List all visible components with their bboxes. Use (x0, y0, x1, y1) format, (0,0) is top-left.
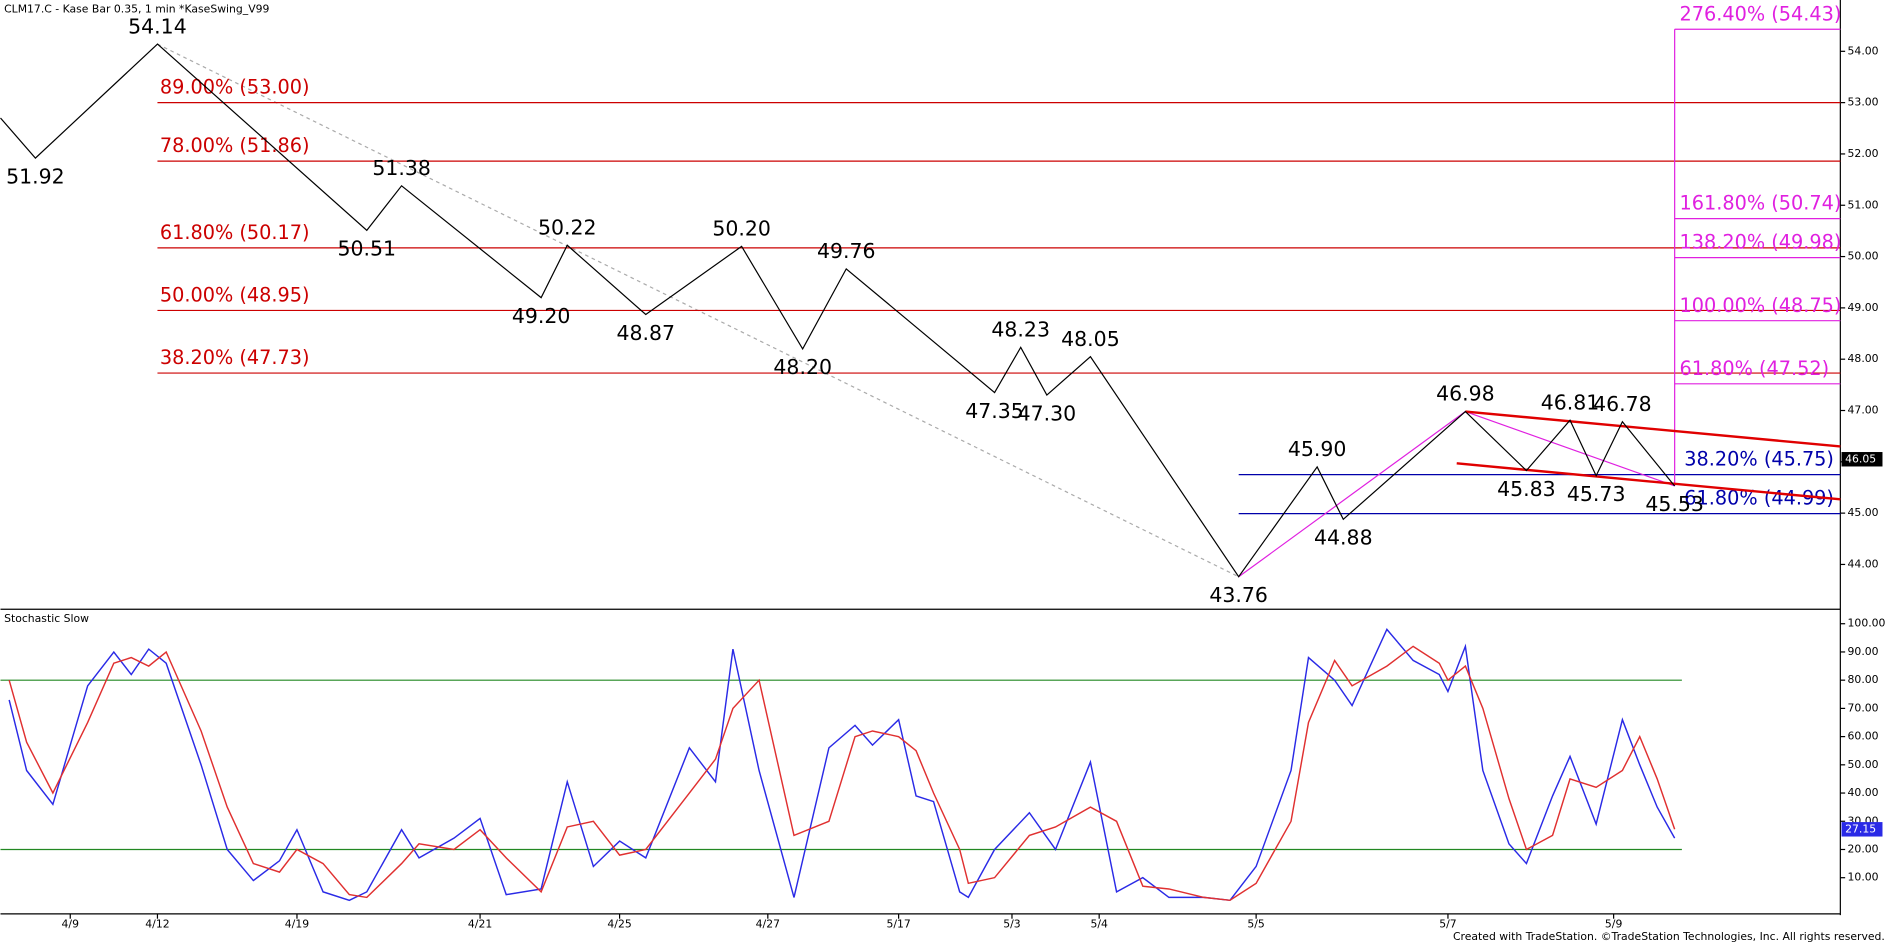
last-value-box (1841, 822, 1883, 837)
x-tick-label: 4/25 (607, 918, 631, 931)
projection-line-label: 100.00% (48.75) (1679, 294, 1841, 317)
y-tick-label: 47.00 (1848, 404, 1879, 417)
swing-label: 48.20 (773, 355, 832, 379)
y-tick-label: 52.00 (1848, 147, 1879, 160)
chart-title: CLM17.C - Kase Bar 0.35, 1 min *KaseSwin… (4, 3, 269, 16)
x-tick-label: 4/12 (145, 918, 169, 931)
y-tick-label: 90.00 (1848, 645, 1879, 658)
last-value-box (1841, 452, 1883, 467)
swing-label: 45.90 (1288, 437, 1347, 461)
stochastic-line (8, 645, 1676, 902)
swing-guide (1238, 411, 1466, 578)
x-tick-label: 5/17 (886, 918, 910, 931)
extension-line-label: 38.20% (45.75) (1684, 448, 1834, 471)
projection-line-label: 138.20% (49.98) (1679, 231, 1841, 254)
swing-label: 45.73 (1567, 482, 1626, 506)
trendline (1465, 410, 1841, 448)
extension-line-label: 61.80% (44.99) (1684, 487, 1834, 510)
x-tick-label: 4/19 (285, 918, 309, 931)
swing-label: 48.05 (1061, 327, 1120, 351)
y-tick-label: 50.00 (1848, 250, 1879, 263)
y-tick-label: 48.00 (1848, 352, 1879, 365)
swing-label: 48.23 (991, 318, 1050, 342)
x-tick-label: 4/9 (62, 918, 80, 931)
x-tick-label: 5/7 (1439, 918, 1456, 931)
swing-label: 50.22 (538, 215, 597, 239)
projection-line-label: 161.80% (50.74) (1679, 192, 1841, 215)
y-tick-label: 54.00 (1848, 44, 1879, 57)
y-tick-label: 45.00 (1848, 506, 1879, 519)
retracement-line-label: 89.00% (53.00) (160, 76, 310, 99)
swing-label: 47.30 (1018, 401, 1077, 425)
retracement-line-label: 50.00% (48.95) (160, 283, 310, 306)
swing-label: 45.53 (1645, 492, 1704, 516)
swing-line (0, 43, 1676, 578)
projection-line-label: 61.80% (47.52) (1679, 357, 1829, 380)
y-tick-label: 44.00 (1848, 557, 1879, 570)
swing-label: 46.78 (1593, 392, 1652, 416)
swing-label: 43.76 (1209, 583, 1268, 607)
indicator-title: Stochastic Slow (4, 612, 89, 625)
y-tick-label: 51.00 (1848, 198, 1879, 211)
y-tick-label: 53.00 (1848, 96, 1879, 109)
swing-label: 50.51 (337, 237, 396, 261)
last-value-label: 27.15 (1845, 822, 1876, 835)
swing-label: 46.81 (1541, 390, 1600, 414)
swing-label: 48.87 (616, 321, 675, 345)
swing-label: 46.98 (1436, 382, 1495, 406)
x-tick-label: 5/9 (1605, 918, 1623, 931)
swing-label: 49.76 (817, 239, 876, 263)
x-tick-label: 5/5 (1247, 918, 1264, 931)
y-tick-label: 40.00 (1848, 786, 1879, 799)
swing-label: 51.38 (372, 156, 431, 180)
y-tick-label: 70.00 (1848, 701, 1879, 714)
y-tick-label: 80.00 (1848, 673, 1879, 686)
y-tick-label: 100.00 (1848, 617, 1886, 630)
footer: Created with TradeStation. ©TradeStation… (1453, 930, 1885, 943)
stochastic-line (8, 628, 1676, 902)
swing-label: 49.20 (512, 304, 571, 328)
x-tick-label: 5/3 (1003, 918, 1021, 931)
x-tick-label: 5/4 (1090, 918, 1108, 931)
swing-label: 45.83 (1497, 477, 1556, 501)
swing-label: 44.88 (1314, 526, 1373, 550)
y-tick-label: 60.00 (1848, 730, 1879, 743)
trendline (1456, 462, 1841, 501)
last-value-label: 46.05 (1845, 452, 1876, 465)
y-tick-label: 10.00 (1848, 871, 1879, 884)
y-tick-label: 49.00 (1848, 301, 1879, 314)
swing-label: 54.14 (128, 14, 187, 38)
swing-label: 51.92 (6, 164, 65, 188)
retracement-line-label: 38.20% (47.73) (160, 346, 310, 369)
x-tick-label: 4/27 (756, 918, 780, 931)
y-tick-label: 50.00 (1848, 758, 1879, 771)
swing-guide (1465, 410, 1675, 487)
x-tick-label: 4/21 (468, 918, 492, 931)
retracement-line-label: 61.80% (50.17) (160, 221, 310, 244)
projection-line-label: 276.40% (54.43) (1679, 2, 1841, 25)
swing-label: 47.35 (965, 399, 1024, 423)
y-tick-label: 20.00 (1848, 842, 1879, 855)
swing-label: 50.20 (712, 216, 771, 240)
retracement-line-label: 78.00% (51.86) (160, 134, 310, 157)
